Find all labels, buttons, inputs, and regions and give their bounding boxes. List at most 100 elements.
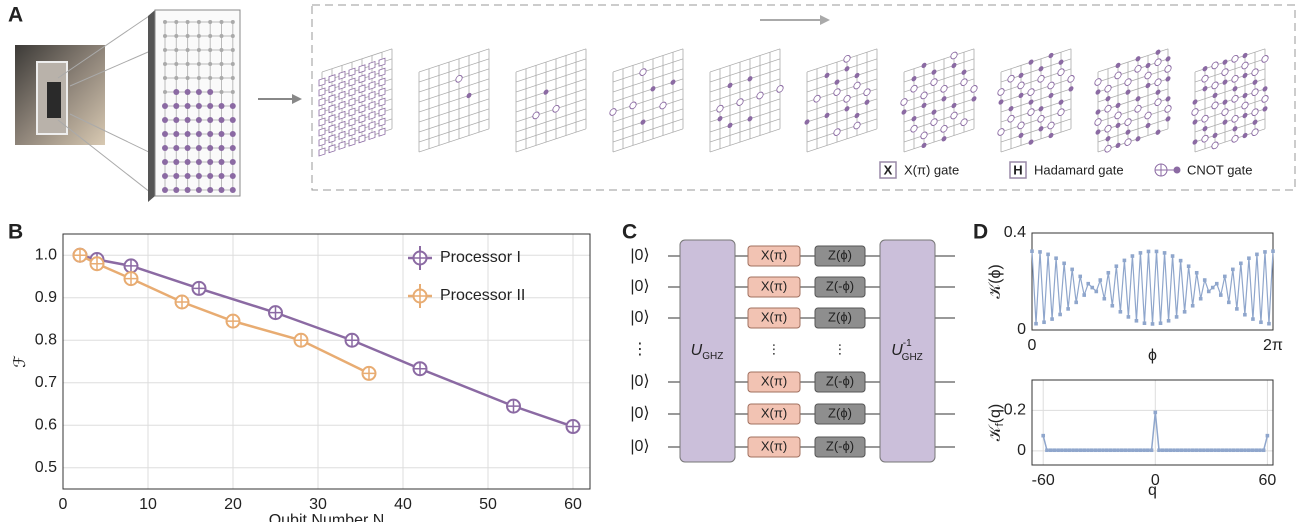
cnot-target	[1124, 138, 1132, 146]
x-tick-label: 60	[564, 496, 582, 513]
cnot-control	[1008, 106, 1014, 112]
x-gate	[358, 74, 366, 84]
data-point	[1218, 293, 1223, 297]
ghz-block	[879, 239, 936, 463]
x-gate	[328, 134, 336, 144]
chip-qubit	[184, 187, 191, 193]
x-gate	[378, 97, 386, 107]
marker-cross	[90, 257, 104, 271]
chip-qubit	[195, 117, 202, 123]
cnot-control	[1038, 106, 1044, 112]
cnot-control	[1145, 122, 1151, 129]
cnot-target	[1191, 108, 1199, 116]
data-point	[1227, 300, 1231, 305]
grid	[516, 98, 586, 123]
data-point	[1112, 448, 1117, 453]
data-point	[1239, 448, 1244, 453]
data-point	[1247, 256, 1251, 261]
y-axis-label: ℱ	[12, 355, 29, 368]
cnot-control	[1165, 96, 1171, 102]
marker-cross	[73, 248, 87, 262]
data-point	[1130, 254, 1135, 258]
cnot-target	[960, 78, 968, 87]
cnot-control	[1212, 92, 1218, 99]
chip-qubit	[174, 34, 179, 38]
data-point	[1078, 274, 1083, 279]
data-point	[1168, 448, 1173, 453]
x-gate	[358, 104, 366, 114]
chip-qubit	[173, 145, 180, 151]
chip-qubit	[230, 48, 235, 52]
chip-qubit	[195, 89, 202, 95]
data-point	[1178, 258, 1183, 263]
cnot-control	[1242, 112, 1248, 119]
data-point	[1271, 249, 1275, 253]
data-point	[1108, 448, 1113, 453]
marker-cross	[124, 272, 138, 286]
data-point	[1060, 448, 1064, 453]
panel-label: B	[8, 221, 23, 244]
data-point	[1210, 285, 1215, 290]
legend-icon	[1009, 161, 1027, 179]
x-gate	[368, 90, 376, 101]
cnot-target	[920, 91, 928, 100]
cnot-target	[455, 74, 463, 83]
grid	[613, 128, 683, 153]
x-gate-label: X(π)	[761, 278, 787, 293]
cnot-target	[940, 124, 948, 133]
snapshot-grid	[609, 48, 684, 153]
cnot-control	[1252, 79, 1258, 85]
cnot-target	[1057, 108, 1065, 117]
ghz-sup: -1	[903, 338, 912, 349]
cnot-control	[1095, 109, 1101, 115]
data-point	[1101, 448, 1105, 453]
chip-qubit	[162, 131, 168, 137]
x-gate-label: X(π)	[761, 438, 787, 453]
data-point	[1063, 448, 1068, 453]
cnot-target	[639, 68, 647, 76]
data-point	[1056, 448, 1060, 453]
z-gate-label: Z(-ϕ)	[826, 278, 854, 293]
data-point	[1202, 278, 1207, 282]
data-point	[1263, 250, 1267, 254]
chip-qubit	[208, 62, 213, 66]
x-gate	[348, 137, 356, 147]
chip-face	[154, 9, 241, 197]
cnot-target	[853, 81, 861, 90]
chip-qubit	[208, 48, 213, 52]
x-gate	[338, 90, 346, 100]
data-point	[123, 258, 139, 274]
data-point	[1217, 448, 1221, 453]
grid	[419, 128, 489, 153]
cnot-control	[1068, 86, 1074, 92]
data-point	[1086, 448, 1090, 453]
cnot-target	[1007, 114, 1015, 123]
chip-qubit	[219, 62, 224, 66]
cnot-target	[1017, 121, 1025, 130]
chip-qubit	[162, 159, 168, 165]
data-point	[1150, 322, 1155, 326]
marker-cross	[294, 333, 308, 347]
data-point	[72, 247, 88, 263]
x-gate	[348, 97, 356, 107]
x-gate-label: X(π)	[761, 373, 787, 388]
zoom-line	[57, 11, 156, 79]
cnot-target	[1017, 81, 1025, 90]
cnot-target	[1231, 94, 1239, 103]
cnot-target	[776, 85, 784, 93]
cnot-target	[1261, 55, 1269, 63]
x-gate	[378, 87, 386, 97]
data-point	[1154, 249, 1159, 254]
cnot-target	[1231, 114, 1239, 123]
cnot-control	[1202, 86, 1208, 92]
z-gate	[814, 307, 866, 329]
x-gate	[747, 371, 801, 393]
cnot-target	[1094, 78, 1102, 86]
grid	[419, 78, 489, 103]
grid	[1001, 78, 1071, 103]
cnot-target	[1037, 114, 1045, 123]
data-point	[1045, 448, 1049, 453]
chip-qubit	[229, 103, 236, 109]
y-tick-label: 0.2	[1004, 402, 1026, 419]
chip-qubit	[208, 76, 213, 80]
